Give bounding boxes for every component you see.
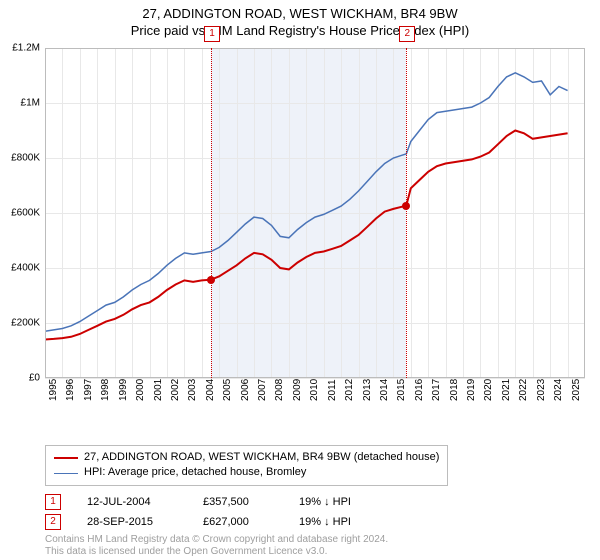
chart-title: 27, ADDINGTON ROAD, WEST WICKHAM, BR4 9B… xyxy=(0,6,600,23)
footer-line: Contains HM Land Registry data © Crown c… xyxy=(45,534,388,546)
sale-date: 28-SEP-2015 xyxy=(87,516,177,528)
x-tick-label: 2005 xyxy=(222,379,233,401)
event-marker-box: 2 xyxy=(399,26,415,42)
series-hpi xyxy=(45,73,568,332)
x-tick-label: 1998 xyxy=(100,379,111,401)
x-tick-label: 2024 xyxy=(553,379,564,401)
footer-line: This data is licensed under the Open Gov… xyxy=(45,546,388,558)
x-tick-label: 2009 xyxy=(292,379,303,401)
x-tick-label: 2021 xyxy=(501,379,512,401)
title-block: 27, ADDINGTON ROAD, WEST WICKHAM, BR4 9B… xyxy=(0,0,600,40)
chart-area: 12 £0£200K£400K£600K£800K£1M£1.2M1995199… xyxy=(45,48,585,408)
legend: 27, ADDINGTON ROAD, WEST WICKHAM, BR4 9B… xyxy=(45,445,448,486)
x-tick-label: 2019 xyxy=(466,379,477,401)
sale-row: 2 28-SEP-2015 £627,000 19% ↓ HPI xyxy=(45,512,351,532)
sale-row: 1 12-JUL-2004 £357,500 19% ↓ HPI xyxy=(45,492,351,512)
x-tick-label: 2008 xyxy=(274,379,285,401)
x-tick-label: 2018 xyxy=(449,379,460,401)
y-tick-label: £200K xyxy=(11,318,40,329)
line-layer xyxy=(45,48,585,378)
data-point-marker xyxy=(402,202,410,210)
footer: Contains HM Land Registry data © Crown c… xyxy=(45,534,388,558)
legend-row: 27, ADDINGTON ROAD, WEST WICKHAM, BR4 9B… xyxy=(54,450,439,465)
plot-area: 12 xyxy=(45,48,585,378)
x-tick-label: 2023 xyxy=(536,379,547,401)
event-line xyxy=(406,48,407,378)
y-tick-label: £1.2M xyxy=(12,43,40,54)
x-tick-label: 2016 xyxy=(414,379,425,401)
x-tick-label: 1996 xyxy=(65,379,76,401)
event-line xyxy=(211,48,212,378)
sale-delta: 19% ↓ HPI xyxy=(299,496,351,508)
event-marker-box: 1 xyxy=(204,26,220,42)
x-tick-label: 2011 xyxy=(327,379,338,401)
sales-table: 1 12-JUL-2004 £357,500 19% ↓ HPI 2 28-SE… xyxy=(45,492,351,532)
x-tick-label: 2002 xyxy=(170,379,181,401)
series-price_paid xyxy=(45,131,568,340)
chart-subtitle: Price paid vs. HM Land Registry's House … xyxy=(0,23,600,40)
x-tick-label: 1995 xyxy=(48,379,59,401)
legend-row: HPI: Average price, detached house, Brom… xyxy=(54,465,439,480)
x-tick-label: 2000 xyxy=(135,379,146,401)
sale-delta: 19% ↓ HPI xyxy=(299,516,351,528)
legend-label: 27, ADDINGTON ROAD, WEST WICKHAM, BR4 9B… xyxy=(84,450,439,465)
y-tick-label: £600K xyxy=(11,208,40,219)
sale-marker-box: 1 xyxy=(45,494,61,510)
data-point-marker xyxy=(207,276,215,284)
x-tick-label: 2010 xyxy=(309,379,320,401)
x-tick-label: 2001 xyxy=(153,379,164,401)
sale-price: £357,500 xyxy=(203,496,273,508)
y-tick-label: £800K xyxy=(11,153,40,164)
x-tick-label: 2025 xyxy=(571,379,582,401)
legend-swatch xyxy=(54,473,78,474)
y-tick-label: £1M xyxy=(21,98,40,109)
x-tick-label: 2022 xyxy=(518,379,529,401)
x-tick-label: 2007 xyxy=(257,379,268,401)
x-tick-label: 2014 xyxy=(379,379,390,401)
y-tick-label: £0 xyxy=(29,373,40,384)
chart-container: 27, ADDINGTON ROAD, WEST WICKHAM, BR4 9B… xyxy=(0,0,600,560)
sale-price: £627,000 xyxy=(203,516,273,528)
legend-swatch xyxy=(54,457,78,459)
x-tick-label: 2006 xyxy=(240,379,251,401)
x-tick-label: 2013 xyxy=(362,379,373,401)
x-tick-label: 2015 xyxy=(396,379,407,401)
x-tick-label: 2012 xyxy=(344,379,355,401)
x-tick-label: 2003 xyxy=(187,379,198,401)
sale-marker-box: 2 xyxy=(45,514,61,530)
x-tick-label: 2017 xyxy=(431,379,442,401)
sale-date: 12-JUL-2004 xyxy=(87,496,177,508)
x-tick-label: 2020 xyxy=(483,379,494,401)
x-tick-label: 2004 xyxy=(205,379,216,401)
y-tick-label: £400K xyxy=(11,263,40,274)
legend-label: HPI: Average price, detached house, Brom… xyxy=(84,465,306,480)
x-tick-label: 1997 xyxy=(83,379,94,401)
x-tick-label: 1999 xyxy=(118,379,129,401)
